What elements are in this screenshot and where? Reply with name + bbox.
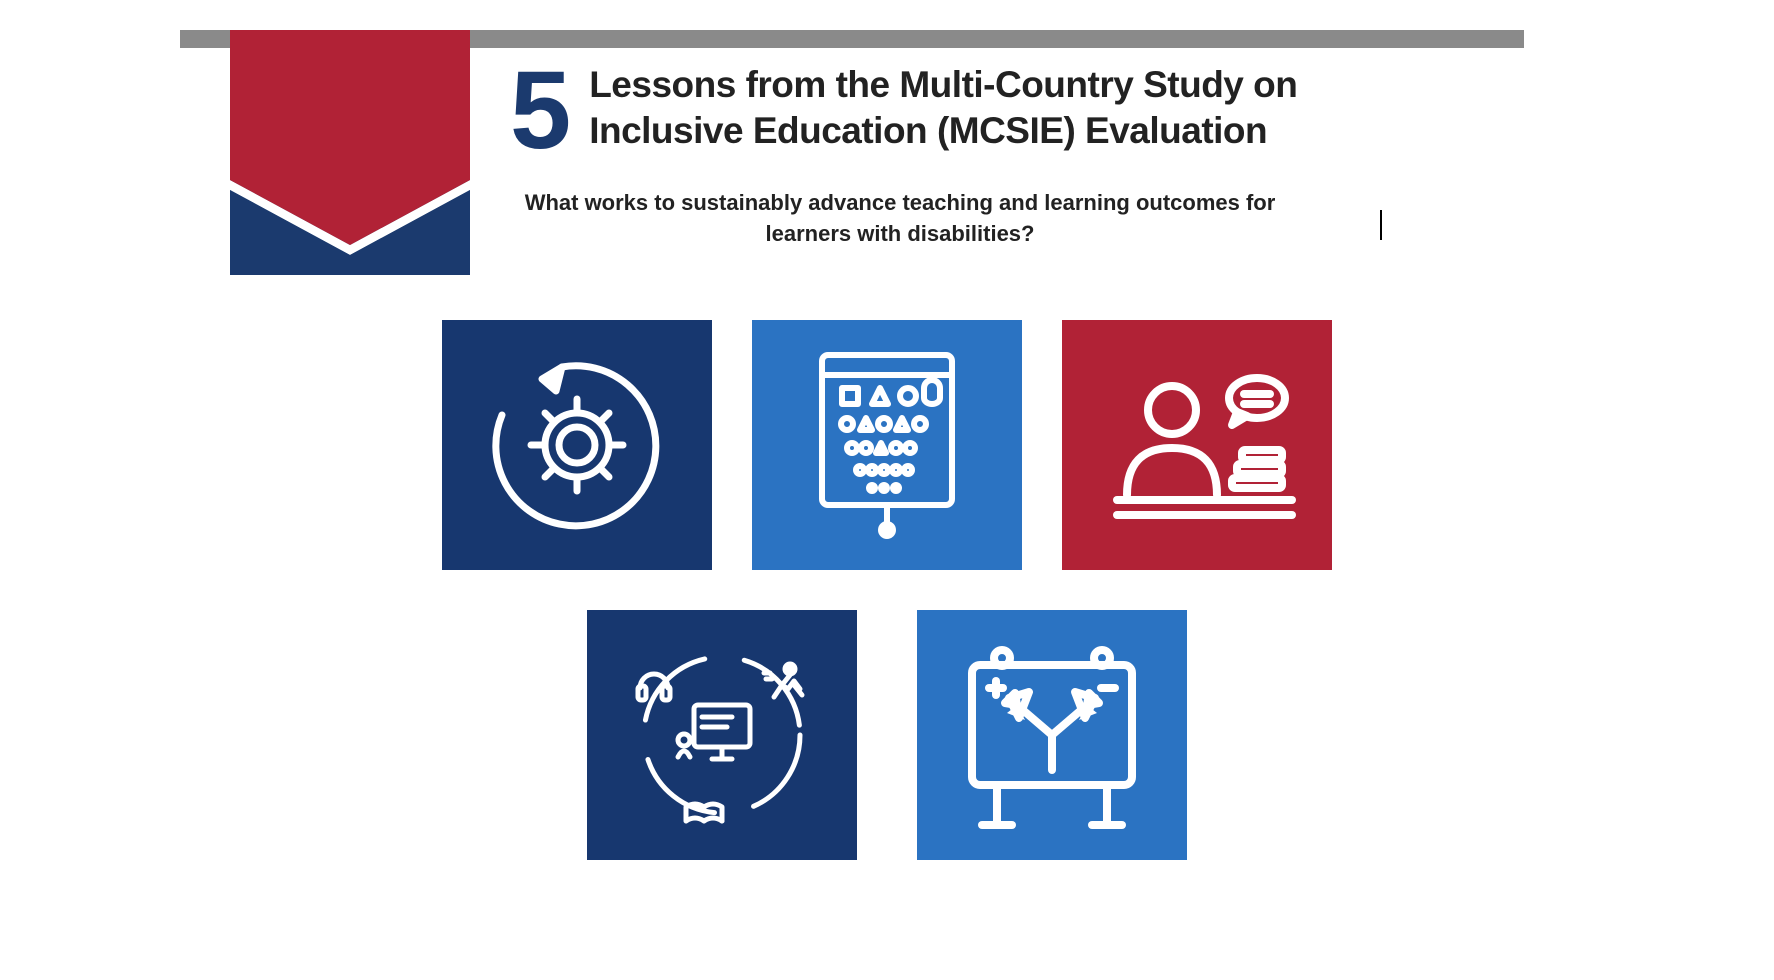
header-block: 5 Lessons from the Multi-Country Study o… bbox=[510, 62, 1330, 250]
cards-area bbox=[0, 320, 1774, 860]
eye-chart-icon bbox=[752, 320, 1022, 570]
card-consequences bbox=[917, 610, 1187, 860]
card-training bbox=[1062, 320, 1332, 570]
gear-cycle-icon bbox=[442, 320, 712, 570]
udl-cycle-icon bbox=[587, 610, 857, 860]
card-instruction bbox=[587, 610, 857, 860]
big-number-5: 5 bbox=[510, 56, 571, 166]
subtitle-text: What works to sustainably advance teachi… bbox=[510, 166, 1290, 250]
card-screening bbox=[752, 320, 1022, 570]
main-title: Lessons from the Multi-Country Study on … bbox=[510, 62, 1330, 155]
text-cursor bbox=[1380, 210, 1382, 240]
title-line-2: Inclusive Education (MCSIE) Evaluation bbox=[589, 110, 1267, 151]
card-process bbox=[442, 320, 712, 570]
signboard-icon bbox=[917, 610, 1187, 860]
teacher-desk-icon bbox=[1062, 320, 1332, 570]
cards-row-2 bbox=[0, 610, 1774, 860]
infographic-canvas: 5 Lessons from the Multi-Country Study o… bbox=[0, 0, 1774, 980]
ribbon-badge bbox=[230, 30, 470, 275]
cards-row-1 bbox=[0, 320, 1774, 570]
title-line-1: Lessons from the Multi-Country Study on bbox=[589, 64, 1297, 105]
